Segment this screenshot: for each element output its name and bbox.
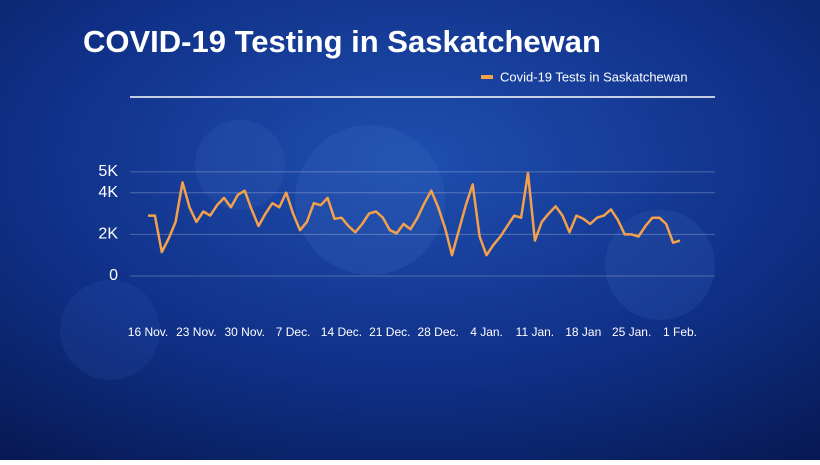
virus-decoration	[195, 120, 285, 210]
x-tick-label: 14 Dec.	[321, 325, 362, 339]
x-tick-label: 11 Jan.	[516, 325, 554, 339]
x-tick-label: 23 Nov.	[176, 325, 216, 339]
y-tick-label: 0	[109, 267, 118, 284]
y-tick-label: 5K	[98, 163, 118, 180]
x-tick-label: 28 Dec.	[418, 325, 459, 339]
x-tick-label: 30 Nov.	[224, 325, 264, 339]
legend-swatch	[481, 75, 493, 79]
legend-label: Covid-19 Tests in Saskatchewan	[500, 69, 688, 84]
virus-decoration	[295, 125, 445, 275]
x-tick-label: 4 Jan.	[470, 325, 503, 339]
x-tick-label: 16 Nov.	[128, 325, 168, 339]
legend: Covid-19 Tests in Saskatchewan	[481, 69, 688, 84]
x-tick-label: 25 Jan.	[612, 325, 651, 339]
x-tick-label: 21 Dec.	[369, 325, 410, 339]
x-tick-label: 18 Jan	[565, 325, 601, 339]
chart-title: COVID-19 Testing in Saskatchewan	[83, 24, 601, 59]
x-tick-label: 7 Dec.	[276, 325, 311, 339]
virus-decoration	[60, 280, 160, 380]
y-tick-label: 4K	[98, 184, 118, 201]
virus-decoration	[605, 210, 715, 320]
x-tick-label: 1 Feb.	[663, 325, 697, 339]
data-line	[148, 171, 681, 257]
y-tick-label: 2K	[98, 226, 118, 243]
